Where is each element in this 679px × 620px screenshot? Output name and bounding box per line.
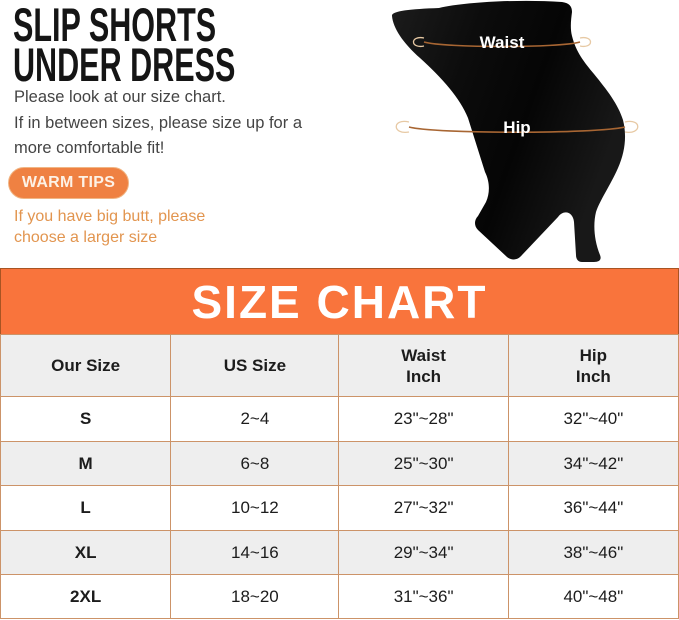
svg-text:Waist: Waist [480,33,525,52]
svg-text:Hip: Hip [503,118,530,137]
